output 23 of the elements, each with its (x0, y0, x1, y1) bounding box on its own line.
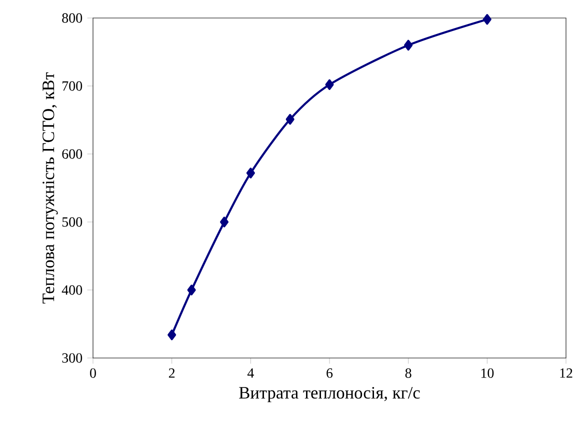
point (482, 14, 492, 25)
y-tick-label: 400 (62, 285, 82, 295)
x-tick-label: 0 (90, 368, 96, 378)
y-tick-label: 500 (62, 217, 82, 227)
x-tick-label: 12 (560, 368, 572, 378)
y-tick-label: 700 (62, 81, 82, 91)
y-tick-label: 300 (62, 353, 82, 363)
x-tick-label: 10 (481, 368, 494, 378)
point (404, 40, 413, 51)
x-tick-label: 4 (247, 368, 254, 378)
y-tick-label: 800 (62, 13, 82, 23)
y-axis-title: Теплова потужність ГСТО, кВт (42, 72, 58, 304)
point (168, 330, 176, 340)
point (246, 168, 255, 178)
y-tick-label: 600 (62, 149, 82, 159)
x-tick-label: 6 (326, 368, 333, 378)
x-axis-title: Витрата теплоносія, кг/с (239, 386, 420, 402)
x-tick-label: 8 (405, 368, 412, 378)
point (187, 284, 196, 296)
point (286, 114, 294, 125)
point (325, 79, 334, 90)
point (220, 216, 229, 228)
x-tick-label: 2 (168, 368, 175, 378)
